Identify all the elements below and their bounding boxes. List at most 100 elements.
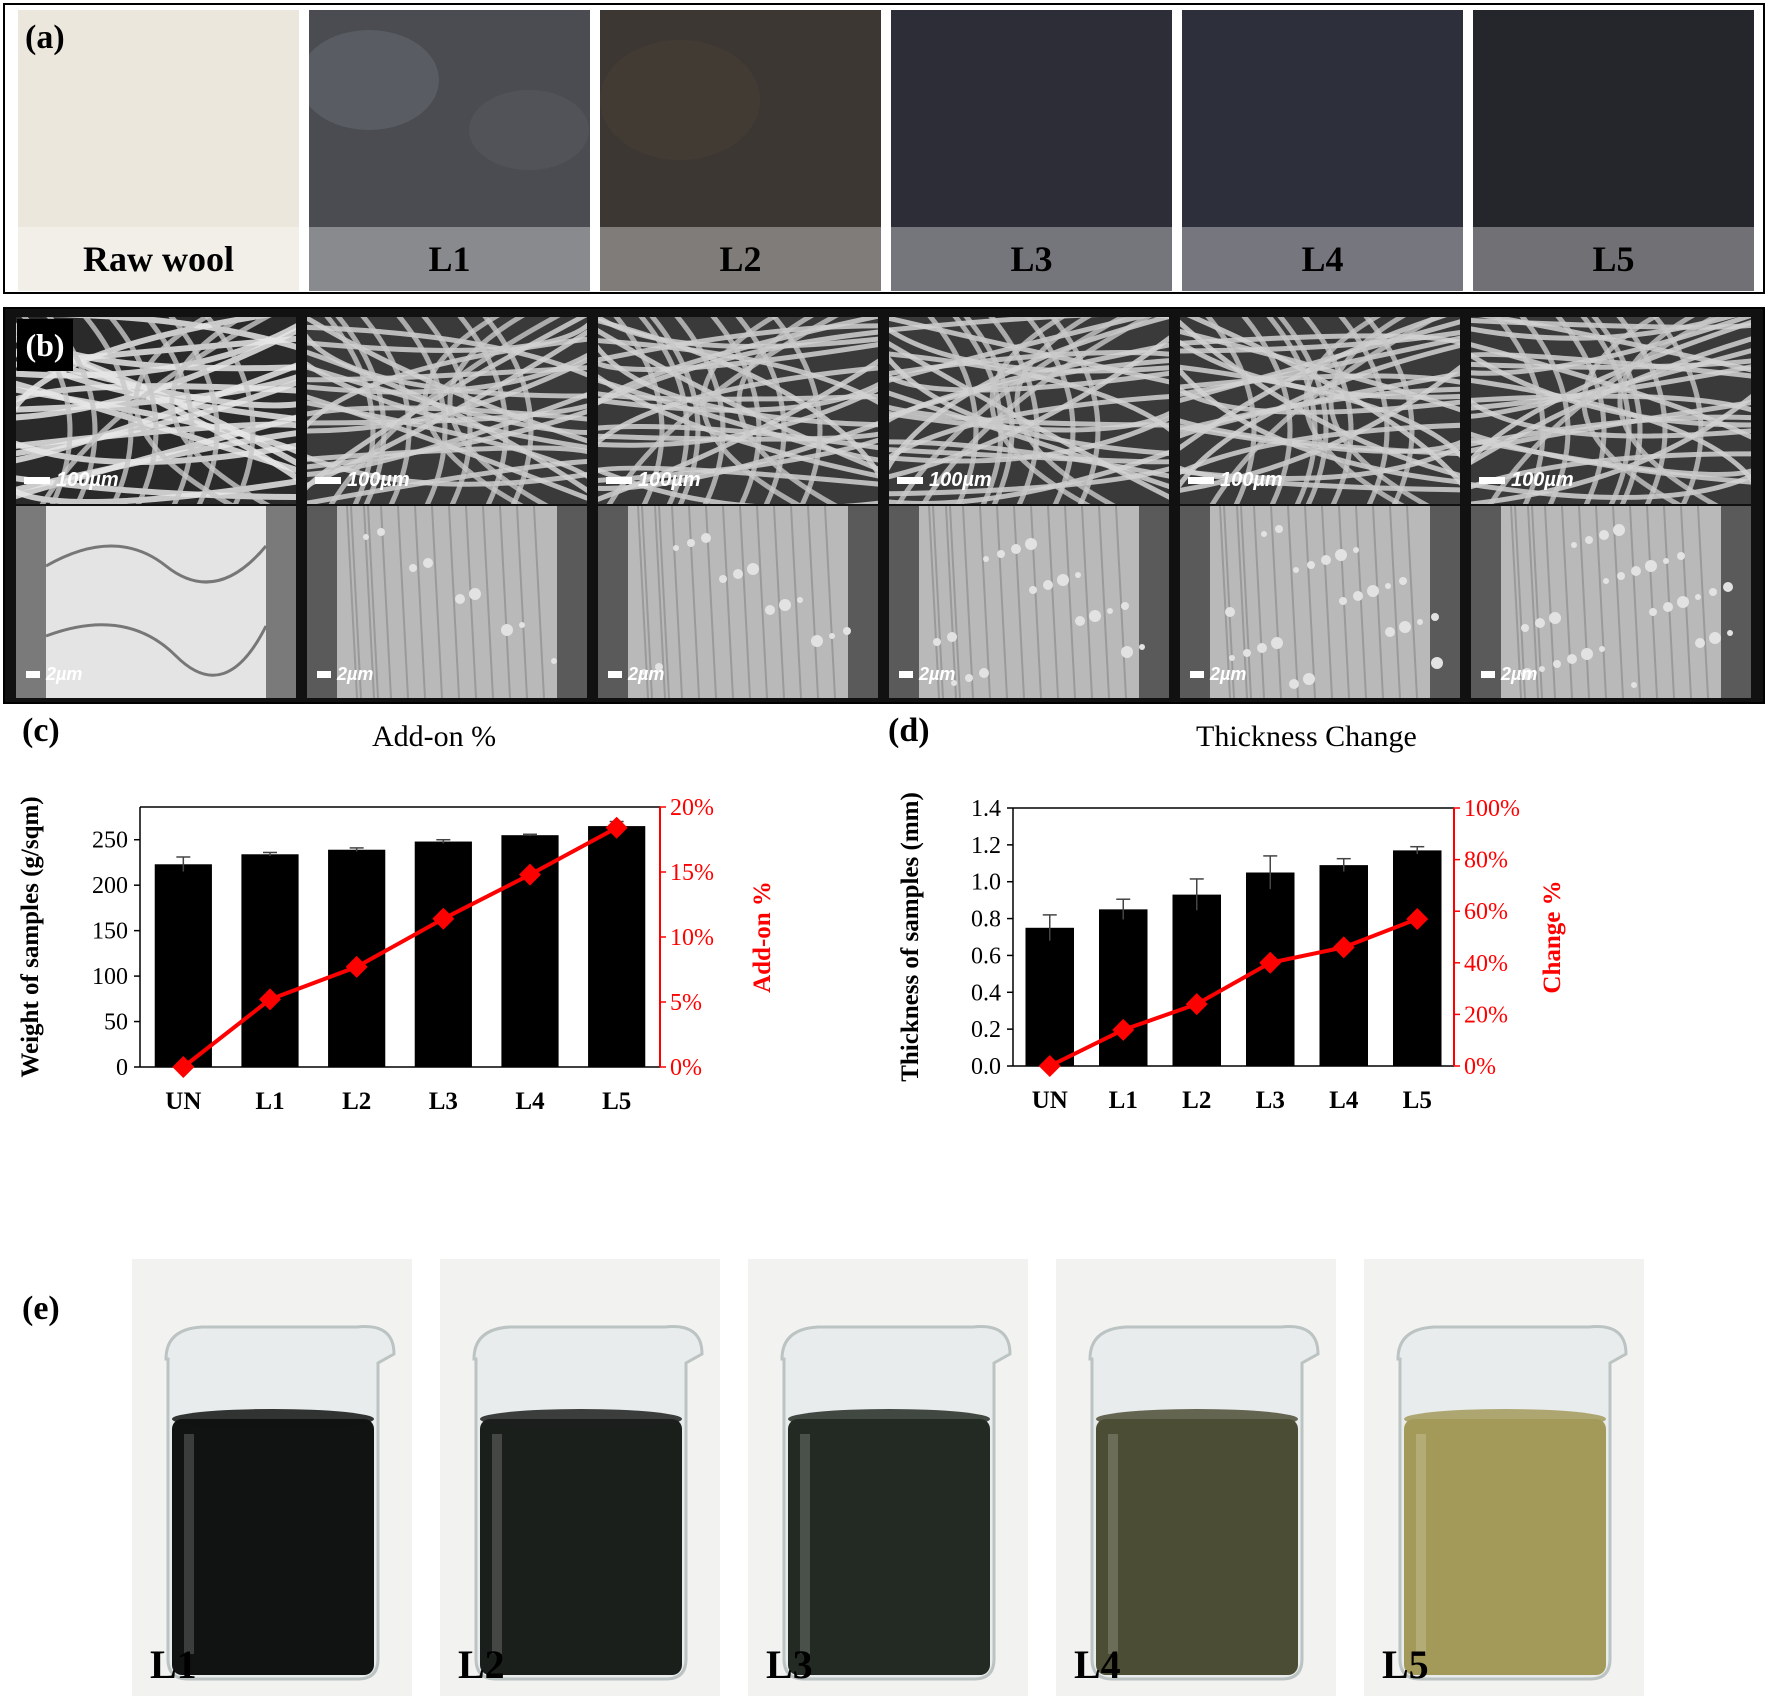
sem-column: 100µm 2µm	[889, 317, 1169, 698]
beaker-photo: L4	[1056, 1259, 1336, 1696]
sem-fibre-surface: 2µm	[1471, 506, 1751, 698]
chart-c-add-on: 0 50 100 150 200 250 0% 5% 10% 15% 20% Weight of sa…	[17, 795, 776, 1115]
x-tick-label: L4	[515, 1088, 545, 1115]
y-axis-label: Weight of samples (g/sqm)	[17, 796, 44, 1077]
y-tick-label: 0.4	[971, 980, 1001, 1006]
bar	[1392, 850, 1442, 1066]
swatch-caption: Raw wool	[83, 239, 234, 279]
line-point	[1112, 1018, 1135, 1041]
y-tick-label: 250	[92, 828, 128, 854]
beaker-photo: L2	[440, 1259, 720, 1696]
line-point	[519, 863, 541, 886]
beaker-liquid	[1404, 1419, 1606, 1675]
beaker-photo: L3	[748, 1259, 1028, 1696]
sem-fibre-surface: 2µm	[598, 506, 878, 698]
swatch-l5: L5	[1473, 10, 1754, 291]
sem-fibre-network: 100µm	[889, 317, 1169, 504]
scale-bar-label: 100µm	[56, 469, 119, 491]
swatch-caption: L4	[1301, 239, 1344, 279]
beaker-label: L3	[766, 1642, 813, 1687]
sem-fibre-surface: 2µm	[307, 506, 587, 698]
y-tick-label: 0.8	[971, 907, 1001, 933]
sem-column: 100µm 2µm	[598, 317, 878, 698]
scale-bar: 100µm	[606, 469, 701, 492]
scale-bar-line	[606, 477, 632, 484]
scale-bar: 100µm	[24, 469, 119, 492]
bar	[1098, 909, 1148, 1066]
bar	[1319, 865, 1369, 1066]
scale-bar: 2µm	[26, 664, 82, 685]
y-tick-label: 1.2	[971, 833, 1001, 859]
x-tick-label: UN	[165, 1088, 201, 1115]
fabric-texture	[1182, 10, 1463, 291]
y2-tick-label: 60%	[1464, 899, 1508, 925]
bar	[1172, 894, 1222, 1066]
y2-tick-label: 15%	[670, 860, 714, 886]
swatch-l4: L4	[1182, 10, 1463, 291]
fabric-texture	[1473, 10, 1754, 291]
y2-tick-label: 100%	[1464, 796, 1520, 822]
scale-bar: 100µm	[1479, 469, 1574, 492]
x-tick-label: L1	[255, 1088, 284, 1115]
scale-bar-line	[899, 671, 913, 678]
panel-label-d: (d)	[888, 712, 930, 749]
sem-fibre-network: 100µm	[598, 317, 878, 504]
y2-axis-label: Change %	[1539, 880, 1566, 993]
swatch-caption: L2	[719, 239, 762, 279]
y2-tick-label: 20%	[670, 795, 714, 821]
x-tick-label: L3	[429, 1088, 458, 1115]
line-point	[605, 816, 628, 839]
panel-b-sem-images: 100µm 2µm 100µm 2µm 100µm 2µm 100µm 2µm 100µm 2µm…	[3, 307, 1765, 704]
fabric-texture	[600, 10, 881, 291]
swatch-l3: L3	[891, 10, 1172, 291]
swatch-caption-band: L5	[1473, 227, 1754, 291]
scale-bar-label: 100µm	[347, 469, 410, 491]
y-tick-label: 0.6	[971, 943, 1001, 969]
bar	[588, 826, 646, 1067]
scale-bar-line	[26, 671, 40, 678]
scale-bar-label: 100µm	[1220, 469, 1283, 491]
scale-bar-label: 2µm	[1501, 664, 1538, 684]
x-tick-label: L3	[1256, 1087, 1285, 1114]
series-line	[182, 826, 618, 1069]
fabric-texture	[891, 10, 1172, 291]
series-line	[1048, 917, 1418, 1068]
x-tick-label: L1	[1109, 1087, 1138, 1114]
swatch-raw-wool: Raw wool	[18, 10, 299, 291]
scale-bar: 100µm	[315, 469, 410, 492]
swatch-caption-band: L1	[309, 227, 590, 291]
line-point	[1259, 951, 1282, 974]
scale-bar-line	[1481, 671, 1495, 678]
swatch-l1: L1	[309, 10, 590, 291]
scale-bar: 100µm	[897, 469, 992, 492]
panel-label-c: (c)	[22, 712, 60, 749]
scale-bar: 2µm	[1190, 664, 1246, 685]
scale-bar-label: 2µm	[628, 664, 665, 684]
x-tick-label: L5	[1403, 1087, 1432, 1114]
scale-bar-line	[315, 477, 341, 484]
panel-label-a: (a)	[25, 19, 65, 56]
sem-column: 100µm 2µm	[307, 317, 587, 698]
y-tick-label: 1.4	[971, 796, 1001, 822]
y2-tick-label: 80%	[1464, 848, 1508, 874]
beaker-label: L4	[1074, 1642, 1121, 1687]
y2-tick-label: 0%	[670, 1055, 702, 1081]
y-tick-label: 200	[92, 873, 128, 899]
swatch-caption-band: L2	[600, 227, 881, 291]
scale-bar-line	[1190, 671, 1204, 678]
sem-fibre-surface: 2µm	[16, 506, 296, 698]
scale-bar-label: 100µm	[638, 469, 701, 491]
beaker-label: L1	[150, 1642, 197, 1687]
sem-fibre-network: 100µm	[307, 317, 587, 504]
scale-bar-label: 2µm	[46, 664, 83, 684]
scale-bar-label: 100µm	[929, 469, 992, 491]
x-tick-label: UN	[1032, 1087, 1068, 1114]
x-tick-label: L5	[602, 1088, 631, 1115]
y-tick-label: 1.0	[971, 870, 1001, 896]
chart-d-thickness: 0.0 0.2 0.4 0.6 0.8 1.0 1.2 1.4 0% 20% 40% 60% 80% 10…	[897, 792, 1566, 1114]
sem-column: 100µm 2µm	[16, 317, 296, 698]
fabric-texture	[18, 10, 299, 291]
beaker-liquid	[1096, 1419, 1298, 1675]
y2-tick-label: 10%	[670, 925, 714, 951]
y-tick-label: 50	[104, 1010, 128, 1036]
